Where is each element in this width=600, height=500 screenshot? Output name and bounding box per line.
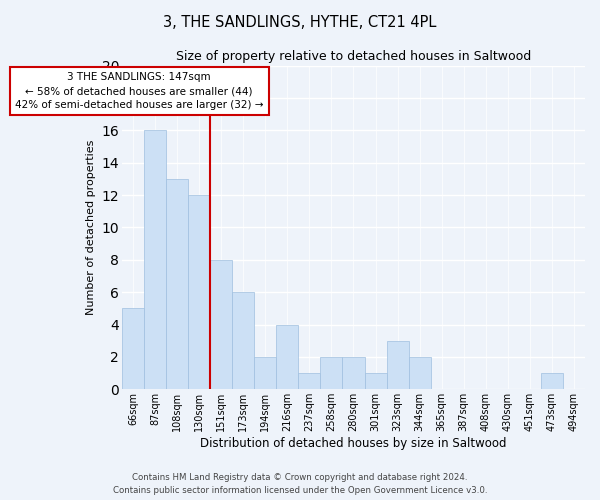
Y-axis label: Number of detached properties: Number of detached properties: [86, 140, 96, 315]
Bar: [409, 357, 431, 390]
Bar: [277, 324, 298, 390]
Bar: [365, 373, 386, 390]
X-axis label: Distribution of detached houses by size in Saltwood: Distribution of detached houses by size …: [200, 437, 507, 450]
Bar: [232, 292, 254, 390]
Bar: [343, 357, 365, 390]
Text: 3 THE SANDLINGS: 147sqm
← 58% of detached houses are smaller (44)
42% of semi-de: 3 THE SANDLINGS: 147sqm ← 58% of detache…: [15, 72, 263, 110]
Bar: [320, 357, 343, 390]
Bar: [166, 179, 188, 390]
Bar: [210, 260, 232, 390]
Bar: [254, 357, 277, 390]
Bar: [144, 130, 166, 390]
Bar: [386, 340, 409, 390]
Bar: [188, 195, 210, 390]
Text: 3, THE SANDLINGS, HYTHE, CT21 4PL: 3, THE SANDLINGS, HYTHE, CT21 4PL: [163, 15, 437, 30]
Bar: [122, 308, 144, 390]
Text: Contains HM Land Registry data © Crown copyright and database right 2024.
Contai: Contains HM Land Registry data © Crown c…: [113, 474, 487, 495]
Title: Size of property relative to detached houses in Saltwood: Size of property relative to detached ho…: [176, 50, 531, 63]
Bar: [541, 373, 563, 390]
Bar: [298, 373, 320, 390]
